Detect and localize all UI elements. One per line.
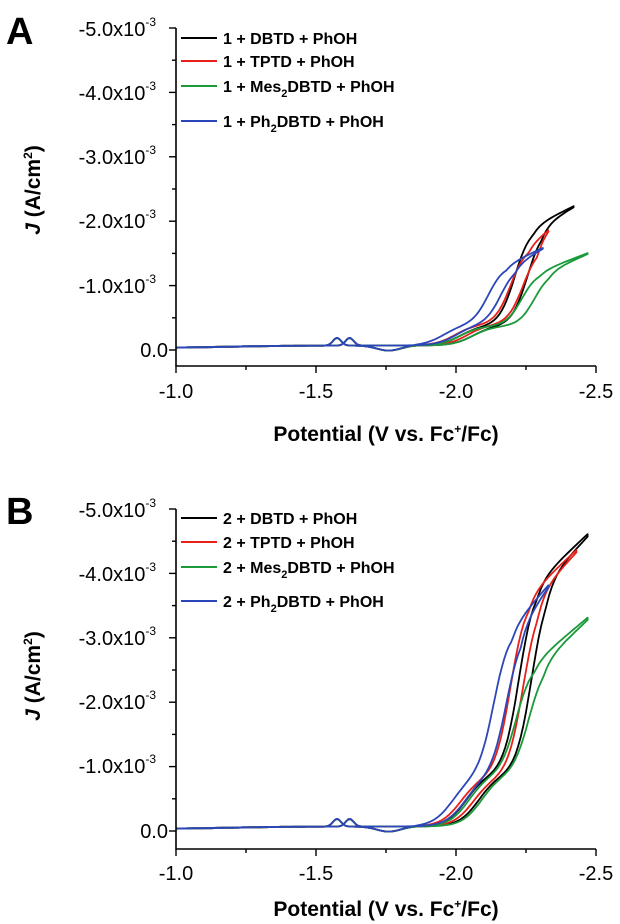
legend-label: 2 + Mes2DBTD + PhOH	[223, 560, 395, 581]
cv-curve	[175, 229, 550, 352]
y-tick-label: -2.0x10-3	[79, 207, 157, 233]
legend-label: 2 + TPTD + PhOH	[223, 535, 355, 552]
y-tick-label: -3.0x10-3	[79, 624, 157, 650]
legend-a: 1 + DBTD + PhOH 1 + TPTD + PhOH 1 + Mes2…	[181, 31, 395, 135]
cv-curve	[175, 247, 544, 352]
y-tick-label: -1.0x10-3	[79, 272, 157, 298]
x-tick-label: -1.5	[299, 381, 333, 403]
legend-label: 1 + Mes2DBTD + PhOH	[223, 79, 395, 100]
y-axis-label-a: J (A/cm2)	[21, 145, 45, 235]
plot-area-b	[175, 533, 589, 833]
x-tick-label: -1.0	[159, 863, 193, 885]
axis-ticks-b	[169, 508, 597, 856]
legend-label: 1 + Ph2DBTD + PhOH	[223, 114, 384, 135]
y-tick-label: -4.0x10-3	[79, 560, 157, 586]
x-tick-label: -2.0	[439, 863, 473, 885]
panel-a: A J (A/cm2) 0.0 -1.0x10-3 -2.0x10-3 -3.0…	[6, 11, 613, 446]
cv-curve	[175, 252, 589, 352]
panel-letter-a: A	[6, 11, 33, 53]
x-tick-label: -2.5	[579, 863, 613, 885]
x-tick-label: -2.5	[579, 381, 613, 403]
y-axis-label-b: J (A/cm2)	[21, 631, 45, 721]
x-axis-label-b: Potential (V vs. Fc+/Fc)	[273, 897, 498, 921]
cv-curve	[175, 584, 550, 833]
panel-b: B J (A/cm2) 0.0 -1.0x10-3 -2.0x10-3 -3.0…	[6, 491, 613, 921]
legend-label: 1 + DBTD + PhOH	[223, 31, 357, 48]
cv-curve	[175, 533, 589, 833]
axis-ticks-a	[169, 27, 597, 373]
legend-label: 1 + TPTD + PhOH	[223, 54, 355, 71]
y-tick-label: -5.0x10-3	[79, 496, 157, 522]
y-tick-label: -1.0x10-3	[79, 752, 157, 778]
x-tick-label: -1.5	[299, 863, 333, 885]
legend-label: 2 + DBTD + PhOH	[223, 511, 357, 528]
x-tick-label: -1.0	[159, 381, 193, 403]
y-tick-label: -5.0x10-3	[79, 15, 157, 41]
y-tick-label: -4.0x10-3	[79, 79, 157, 105]
y-tick-label: -2.0x10-3	[79, 688, 157, 714]
legend-label: 2 + Ph2DBTD + PhOH	[223, 594, 384, 615]
plot-area-a	[175, 205, 589, 352]
x-axis-label-a: Potential (V vs. Fc+/Fc)	[273, 422, 498, 446]
panel-letter-b: B	[6, 491, 33, 533]
x-tick-label: -2.0	[439, 381, 473, 403]
cv-curve	[175, 616, 589, 833]
y-tick-label: 0.0	[140, 340, 168, 362]
y-tick-label: 0.0	[140, 821, 168, 843]
y-tick-label: -3.0x10-3	[79, 143, 157, 169]
legend-b: 2 + DBTD + PhOH 2 + TPTD + PhOH 2 + Mes2…	[181, 511, 395, 615]
